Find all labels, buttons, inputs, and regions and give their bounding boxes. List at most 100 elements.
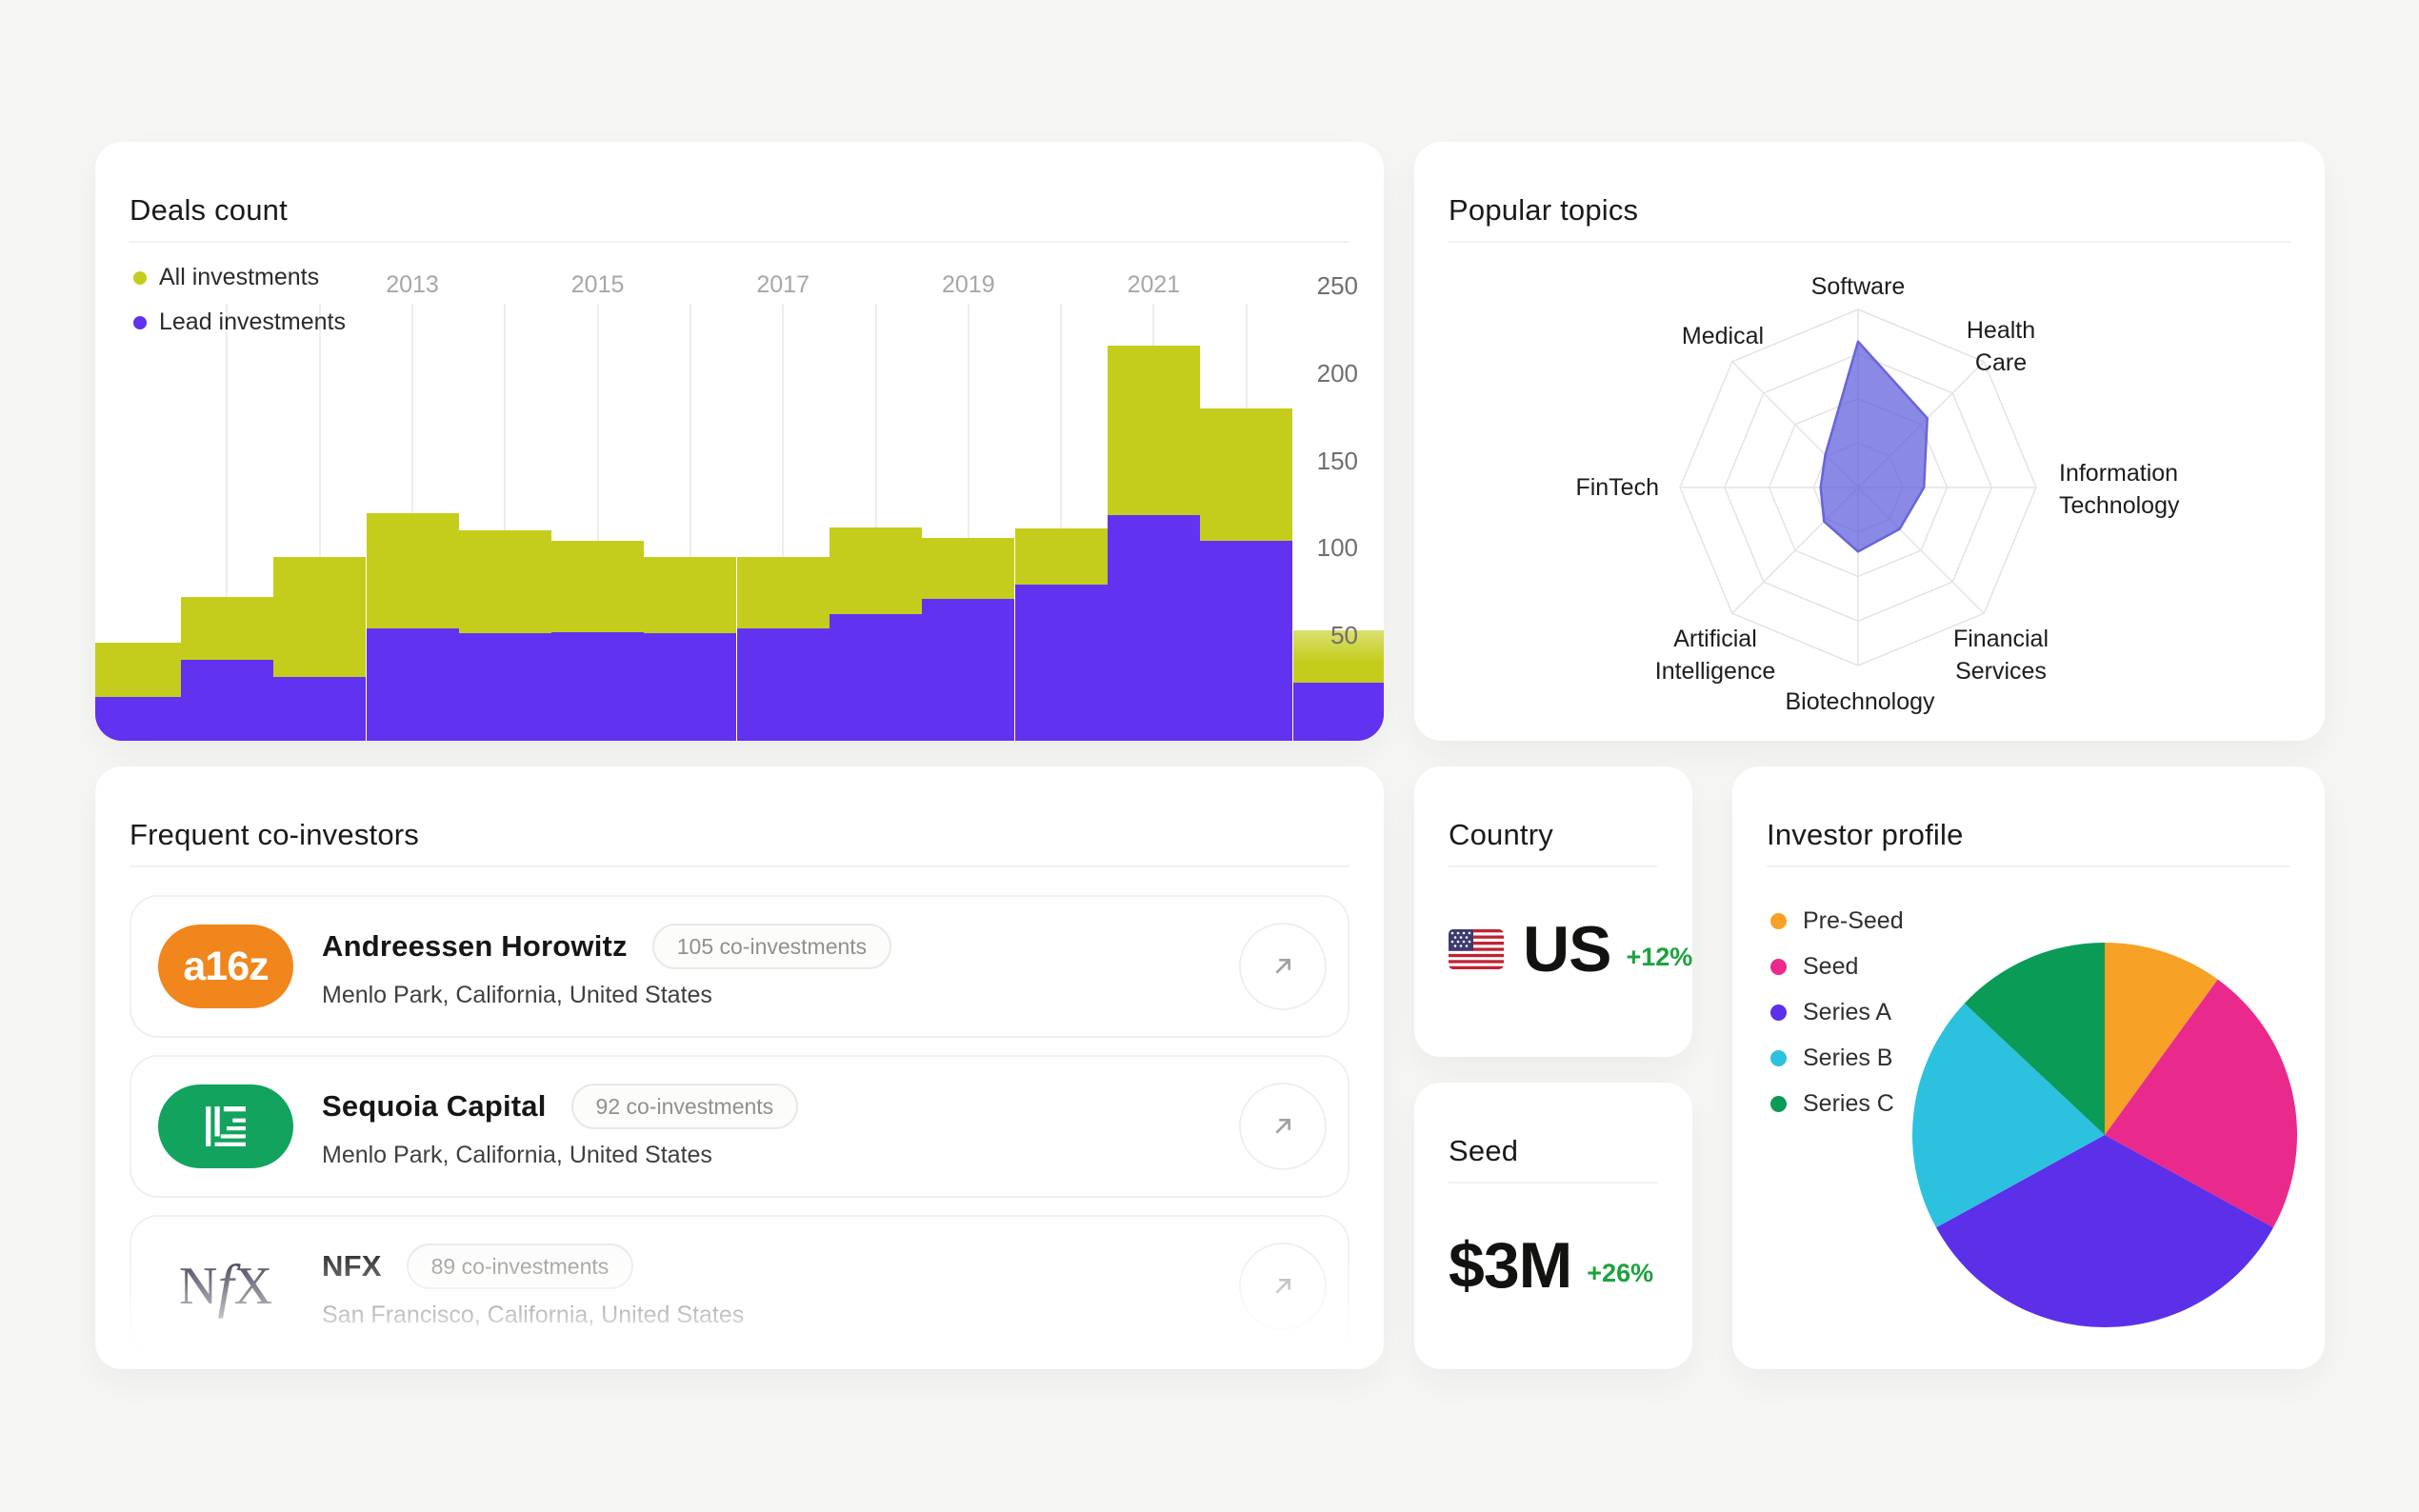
- pie-slice-pre-seed: [2105, 943, 2218, 1135]
- legend-item-series-b: Series B: [1770, 1035, 1904, 1081]
- legend-item-pre-seed: Pre-Seed: [1770, 898, 1904, 944]
- bar-lead-2010: [95, 696, 181, 741]
- popular-topics-card: Popular topics Software Health Care Informa…: [1414, 142, 2325, 741]
- open-co-investor-button[interactable]: [1239, 1243, 1327, 1330]
- lead-investments-label: Lead investments: [159, 308, 346, 335]
- co-investments-badge: 105 co-investments: [651, 924, 892, 969]
- bar-lead-2018: [830, 614, 922, 741]
- divider: [1449, 865, 1658, 867]
- radar-axis-label: Information Technology: [2059, 460, 2180, 519]
- x-axis-label-2013: 2013: [386, 271, 439, 298]
- radar-axis-label: Software: [1811, 273, 1906, 300]
- legend-label: Pre-Seed: [1803, 906, 1904, 934]
- pie-legend: Pre-Seed Seed Series A Series B Series C: [1770, 898, 1904, 1126]
- co-investor-location: San Francisco, California, United States: [322, 1302, 745, 1328]
- pie-slice-series-c: [1964, 943, 2105, 1135]
- co-investor-info: Sequoia Capital 92 co-investments Menlo Pa…: [322, 1084, 1239, 1169]
- radar-axis-label: Health Care: [1967, 317, 2035, 376]
- legend-item-series-a: Series A: [1770, 989, 1904, 1035]
- all-investments-label: All investments: [159, 264, 320, 290]
- a16z-logo: a16z: [158, 925, 293, 1008]
- legend-label: Seed: [1803, 952, 1859, 980]
- y-axis-label-250: 250: [1316, 271, 1358, 301]
- gridline-2012: [318, 304, 321, 721]
- divider: [1767, 865, 2290, 867]
- y-axis-label-50: 50: [1330, 621, 1358, 649]
- country-card: Country US +12%: [1414, 766, 1692, 1057]
- legend-all-investments: All investments: [133, 264, 319, 291]
- co-investor-list: a16z Andreessen Horowitz 105 co-investment…: [130, 895, 1349, 1369]
- co-investor-row-1[interactable]: a16z Andreessen Horowitz 105 co-investment…: [130, 895, 1349, 1038]
- legend-dot: [1770, 1004, 1787, 1021]
- legend-label: Series A: [1803, 998, 1892, 1025]
- co-investments-badge: 92 co-investments: [570, 1084, 799, 1129]
- y-axis-label-200: 200: [1316, 358, 1358, 388]
- investor-profile-card: Investor profile Pre-Seed Seed Series A Ser…: [1732, 766, 2325, 1369]
- frequent-co-investors-title: Frequent co-investors: [130, 817, 419, 851]
- seed-delta: +26%: [1587, 1258, 1654, 1287]
- legend-dot: [1770, 958, 1787, 975]
- y-axis-label-100: 100: [1316, 533, 1358, 563]
- popular-topics-title: Popular topics: [1449, 192, 1639, 227]
- bar-lead-2020: [1014, 585, 1108, 741]
- seed-title: Seed: [1449, 1133, 1519, 1167]
- legend-item-seed: Seed: [1770, 944, 1904, 989]
- arrow-up-right-icon: [1275, 1279, 1290, 1294]
- co-investor-info: Andreessen Horowitz 105 co-investments Men…: [322, 924, 1239, 1009]
- chart-right-fade: [1292, 275, 1384, 741]
- co-investor-info: NFX 89 co-investments San Francisco, Calif…: [322, 1243, 1239, 1329]
- arrow-up-right-icon: [1275, 1119, 1290, 1134]
- investor-profile-title: Investor profile: [1767, 817, 1964, 851]
- legend-lead-investments: Lead investments: [133, 308, 346, 336]
- x-axis-label-2019: 2019: [941, 271, 995, 298]
- x-axis-label-2017: 2017: [756, 271, 810, 298]
- co-investor-headline: Andreessen Horowitz 105 co-investments: [322, 924, 1239, 969]
- co-investor-location: Menlo Park, California, United States: [322, 1142, 712, 1168]
- legend-label: Series B: [1803, 1044, 1893, 1071]
- bar-lead-2014: [458, 633, 551, 741]
- gridline-2017: [782, 304, 785, 721]
- divider: [1449, 1182, 1658, 1184]
- investor-profile-pie-chart: [1912, 943, 2297, 1327]
- radar-axis-label: FinTech: [1575, 474, 1659, 501]
- co-investor-location: Menlo Park, California, United States: [322, 982, 712, 1008]
- divider: [130, 241, 1349, 243]
- bar-lead-2019: [922, 598, 1015, 741]
- legend-label: Series C: [1803, 1089, 1894, 1117]
- sequoia-logo: [158, 1084, 293, 1168]
- bar-lead-2016: [644, 633, 737, 741]
- seed-value: $3M: [1449, 1229, 1572, 1302]
- gridline-2018: [874, 304, 877, 721]
- co-investor-name: Sequoia Capital: [322, 1089, 547, 1123]
- country-metric: US +12%: [1449, 917, 1692, 982]
- gridline-2011: [226, 304, 229, 721]
- x-axis-label-2015: 2015: [570, 271, 625, 298]
- divider: [130, 865, 1349, 867]
- country-value: US: [1523, 913, 1611, 985]
- seed-metric: $3M +26%: [1449, 1233, 1653, 1298]
- bar-lead-2013: [366, 627, 459, 741]
- bar-lead-2011: [180, 659, 273, 741]
- gridline-2014: [504, 304, 507, 721]
- open-co-investor-button[interactable]: [1239, 1083, 1327, 1170]
- country-delta: +12%: [1626, 942, 1693, 971]
- co-investor-name: Andreessen Horowitz: [322, 929, 628, 963]
- arrow-up-right-icon: [1275, 959, 1290, 974]
- sequoia-glyph-icon: [206, 1106, 246, 1146]
- lead-investments-dot: [133, 315, 147, 329]
- co-investor-name: NFX: [322, 1249, 382, 1283]
- co-investor-row-2[interactable]: Sequoia Capital 92 co-investments Menlo Pa…: [130, 1055, 1349, 1198]
- bar-lead-2017: [736, 627, 830, 741]
- gridline-2013: [411, 304, 413, 721]
- us-flag-icon: [1449, 929, 1504, 969]
- open-co-investor-button[interactable]: [1239, 923, 1327, 1010]
- gridline-2019: [967, 304, 970, 721]
- divider: [1449, 241, 2290, 243]
- deals-count-title: Deals count: [130, 192, 288, 227]
- seed-card: Seed $3M +26%: [1414, 1083, 1692, 1369]
- y-axis-label-150: 150: [1316, 446, 1358, 475]
- pie-slice-series-b: [1912, 1003, 2105, 1228]
